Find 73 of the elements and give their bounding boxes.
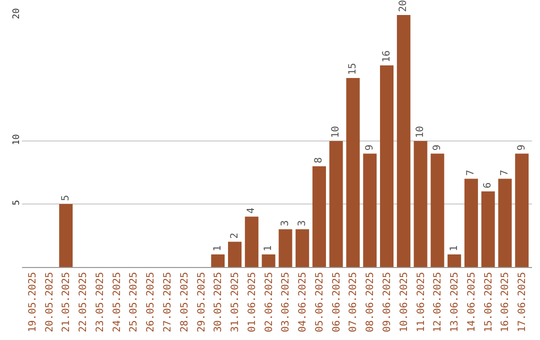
x-tick-label: 13.06.2025 (450, 272, 461, 332)
x-tick-label: 10.06.2025 (398, 272, 410, 332)
data-label: 1 (263, 245, 274, 252)
x-tick-label: 09.06.2025 (382, 272, 394, 332)
data-label: 3 (296, 220, 308, 226)
data-label: 9 (516, 144, 528, 151)
x-tick-label: 24.05.2025 (112, 272, 123, 332)
x-tick-label: 17.06.2025 (517, 272, 528, 332)
x-tick-label: 16.06.2025 (500, 272, 512, 332)
data-label: 20 (398, 0, 410, 12)
y-tick-label: 5 (12, 200, 22, 206)
y-tick-label: 20 (12, 8, 22, 20)
data-label: 5 (60, 194, 72, 201)
bar (312, 166, 326, 267)
bar (481, 191, 495, 267)
bar (244, 216, 258, 267)
data-label: 15 (347, 62, 358, 75)
x-tick-label: 01.06.2025 (246, 272, 258, 332)
x-tick-label: 26.05.2025 (146, 272, 157, 332)
bar (498, 178, 512, 267)
x-tick-label: 30.05.2025 (213, 272, 224, 332)
x-tick-label: 28.05.2025 (179, 272, 190, 332)
data-label: 10 (330, 126, 342, 138)
data-label: 1 (212, 245, 224, 252)
data-label: 7 (499, 170, 510, 176)
data-label: 1 (448, 245, 460, 252)
data-label: 6 (482, 182, 494, 188)
x-tick-label: 20.05.2025 (44, 272, 56, 332)
bar (396, 15, 410, 267)
bar (211, 254, 225, 267)
bar (262, 254, 276, 267)
x-tick-label: 14.06.2025 (466, 272, 478, 332)
x-tick-label: 25.05.2025 (128, 272, 140, 332)
x-tick-label: 08.06.2025 (365, 272, 376, 332)
x-tick-label: 07.06.2025 (348, 272, 360, 332)
x-tick-label: 03.06.2025 (280, 272, 292, 332)
data-label: 16 (381, 50, 392, 62)
bar (448, 254, 462, 267)
bar (228, 242, 242, 267)
data-label: 9 (364, 144, 376, 151)
x-tick-label: 31.05.2025 (230, 272, 242, 332)
x-tick-label: 06.06.2025 (331, 272, 342, 332)
x-tick-label: 29.05.2025 (196, 272, 208, 332)
bar (296, 229, 310, 267)
data-label: 8 (314, 157, 325, 164)
x-tick-label: 21.05.2025 (61, 272, 72, 332)
bar (515, 154, 529, 267)
x-tick-label: 22.05.2025 (78, 272, 90, 332)
x-tick-label: 27.05.2025 (162, 272, 174, 332)
x-tick-label: 12.06.2025 (432, 272, 444, 332)
y-tick-label: 10 (12, 134, 22, 146)
bar (363, 154, 377, 267)
data-label: 4 (246, 208, 258, 214)
x-tick-label: 05.06.2025 (314, 272, 326, 332)
x-tick-label: 04.06.2025 (298, 272, 309, 332)
data-label: 3 (280, 220, 291, 226)
data-label: 9 (432, 144, 443, 151)
data-label: 2 (229, 232, 240, 239)
x-tick-label: 02.06.2025 (264, 272, 275, 332)
bar (414, 141, 428, 267)
bar (278, 229, 292, 267)
data-label: 10 (415, 126, 426, 138)
x-tick-label: 15.06.2025 (483, 272, 494, 332)
bar (380, 65, 394, 267)
bar (329, 141, 343, 267)
data-label: 7 (466, 170, 477, 176)
bar (59, 204, 73, 267)
x-tick-label: 11.06.2025 (416, 272, 427, 332)
x-tick-label: 19.05.2025 (27, 272, 38, 332)
bar (346, 78, 360, 267)
bar (430, 154, 444, 267)
x-tick-label: 23.05.2025 (94, 272, 106, 332)
bar (464, 178, 478, 267)
